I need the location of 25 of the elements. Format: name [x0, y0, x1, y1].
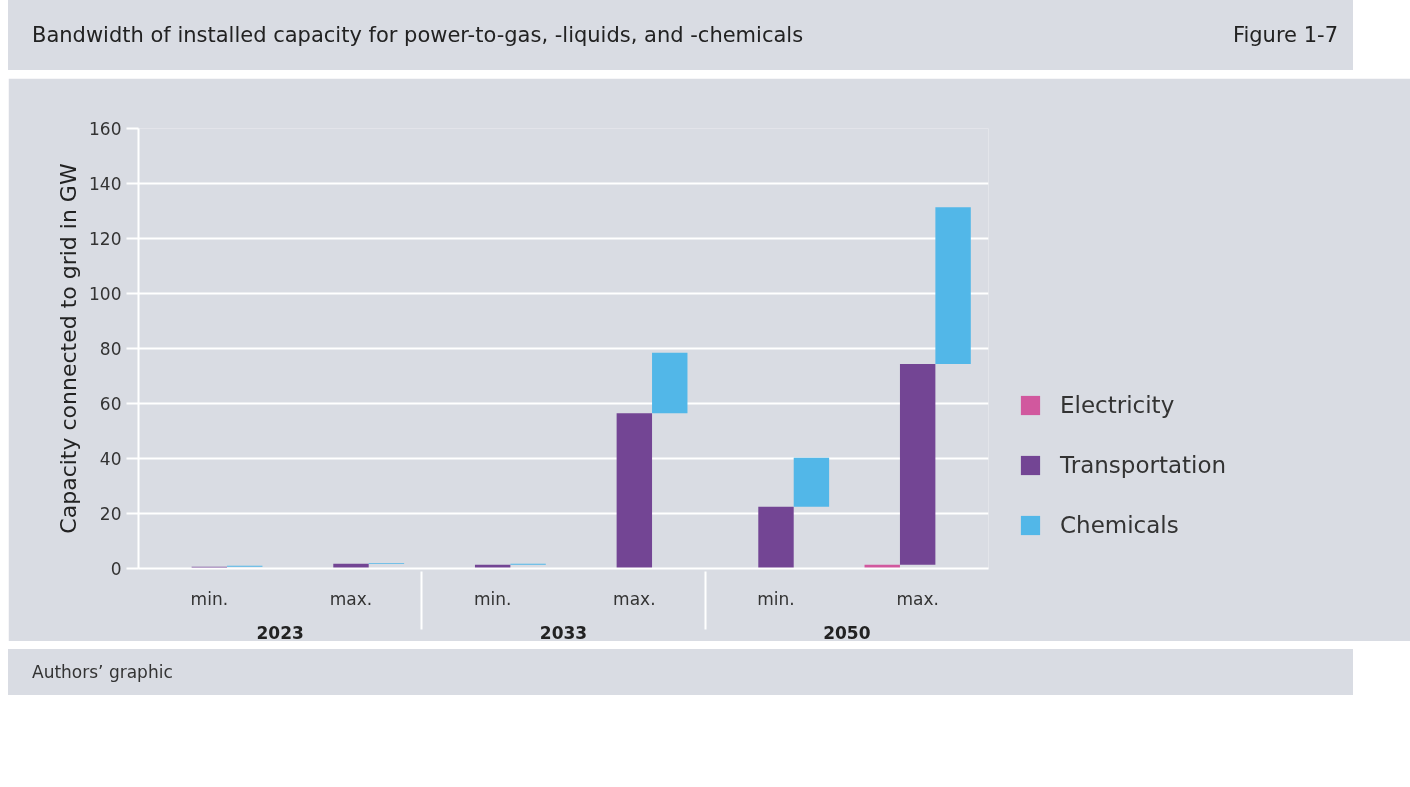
chart-title: Bandwidth of installed capacity for power-to-gas, -liquids, and -chemicals	[32, 22, 804, 49]
text: 2033	[539, 622, 588, 643]
y-tick-label: 60	[99, 394, 122, 414]
legend-label: Chemicals	[1060, 512, 1179, 538]
y-tick-label: 160	[89, 119, 122, 139]
y-tick-label: 120	[89, 229, 122, 249]
text: 2023	[256, 622, 304, 643]
legend-label: Electricity	[1060, 392, 1175, 418]
x-tick-label: min.	[757, 588, 795, 609]
y-tick-label: 40	[99, 449, 122, 469]
x-tick-label: min.	[473, 588, 512, 609]
text: 2050	[823, 622, 871, 643]
y-tick-label: 100	[89, 284, 122, 304]
x-tick-label: max.	[896, 588, 939, 609]
y-tick-label: 0	[110, 559, 122, 579]
y-tick-label: 20	[99, 504, 122, 524]
x-tick-label: max.	[329, 588, 373, 609]
caption: Figure 1-7	[1232, 22, 1338, 49]
y-tick-label: 140	[89, 174, 122, 194]
y-axis-title: Capacity connected to grid in GW	[56, 163, 82, 534]
legend-label: Transportation	[1060, 452, 1227, 478]
text: Authors’ graphic	[8, 649, 1353, 695]
x-tick-label: max.	[613, 588, 656, 609]
x-tick-label: min.	[190, 588, 229, 609]
y-tick-label: 80	[99, 339, 122, 359]
